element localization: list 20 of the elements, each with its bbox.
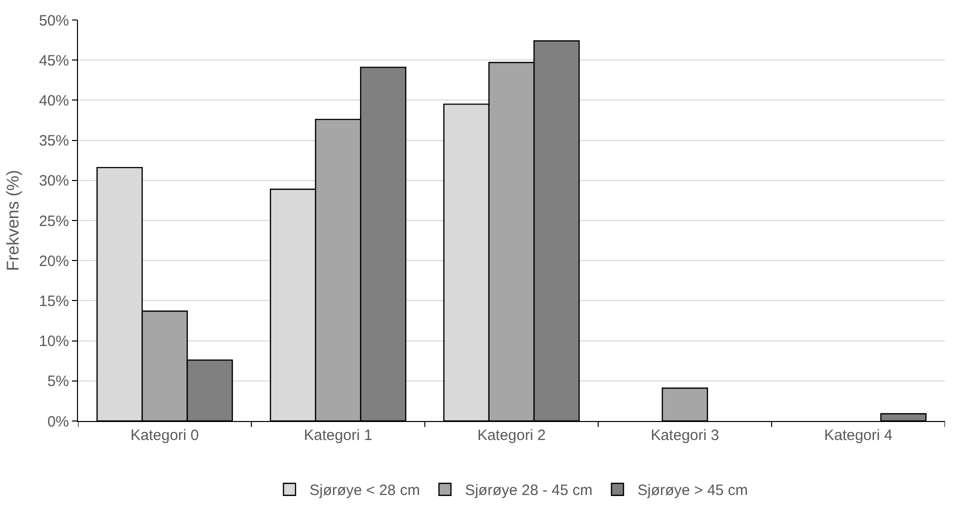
y-tick-label: 5% xyxy=(47,373,69,390)
y-tick-label: 45% xyxy=(38,52,69,70)
y-tick-label: 20% xyxy=(38,252,69,270)
y-tick-label: 35% xyxy=(38,132,69,150)
legend-label: Sjørøye 28 - 45 cm xyxy=(464,482,592,500)
x-tick-label: Kategori 2 xyxy=(477,427,546,444)
y-tick-label: 30% xyxy=(38,172,69,190)
y-tick-label: 50% xyxy=(38,12,69,30)
y-tick-label: 15% xyxy=(38,292,69,310)
legend-label: Sjørøye < 28 cm xyxy=(310,482,420,500)
y-tick-label: 10% xyxy=(38,333,69,350)
x-tick-label: Kategori 1 xyxy=(304,427,372,444)
x-tick-label: Kategori 0 xyxy=(130,427,199,444)
x-tick-label: Kategori 3 xyxy=(650,427,720,444)
x-tick-label: Kategori 4 xyxy=(824,427,892,444)
y-tick-label: 0% xyxy=(47,413,69,430)
y-tick-label: 25% xyxy=(38,212,69,230)
y-axis-title: Frekvens (%) xyxy=(4,170,23,272)
y-tick-label: 40% xyxy=(38,92,69,110)
legend-label: Sjørøye > 45 cm xyxy=(637,482,748,500)
